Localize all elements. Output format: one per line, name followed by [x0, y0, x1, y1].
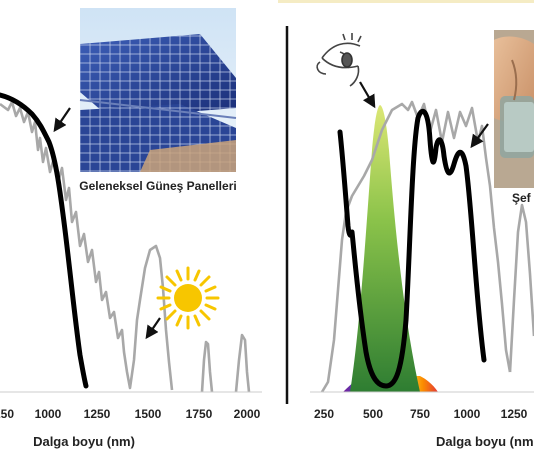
flexible-cell-photo	[494, 30, 534, 188]
right-tick-label: 750	[410, 407, 430, 421]
solar-panel-photo	[79, 8, 237, 172]
eye-icon	[316, 33, 362, 87]
left-tick-label: 1750	[186, 407, 213, 421]
right-absorption-curve	[337, 108, 487, 389]
left-panel-arrow	[53, 107, 71, 133]
left-tick-label: 1250	[84, 407, 111, 421]
right-tick-label: 1000	[454, 407, 481, 421]
left-tick-label: 250	[0, 407, 14, 421]
right-axis-title: Dalga boyu (nm	[436, 434, 534, 449]
right-caption: Şef	[512, 191, 532, 205]
right-panel: Şef 250 500 750 1000 1250 Dalga boyu (nm	[310, 30, 534, 449]
left-sun-arrow	[145, 317, 161, 340]
sun-icon	[156, 266, 220, 330]
left-caption: Geleneksel Güneş Panelleri	[79, 179, 236, 193]
left-solar-spectrum	[0, 100, 174, 391]
eye-sensitivity-peak	[350, 105, 420, 392]
right-tick-label: 250	[314, 407, 334, 421]
right-tick-label: 1250	[501, 407, 528, 421]
left-tick-label: 1000	[35, 407, 62, 421]
left-tick-label: 2000	[234, 407, 261, 421]
top-strip	[278, 0, 534, 3]
left-absorption-curve	[0, 92, 89, 389]
left-solar-spectrum-tail	[200, 333, 251, 393]
left-axis-title: Dalga boyu (nm)	[33, 434, 135, 449]
left-panel: Geleneksel Güneş Panelleri 250 1000 1250…	[0, 8, 262, 449]
right-tick-label: 500	[363, 407, 383, 421]
cell-arrow	[470, 123, 489, 149]
right-solar-spectrum-tail	[508, 203, 534, 373]
left-tick-label: 1500	[135, 407, 162, 421]
eye-arrow	[359, 81, 376, 109]
